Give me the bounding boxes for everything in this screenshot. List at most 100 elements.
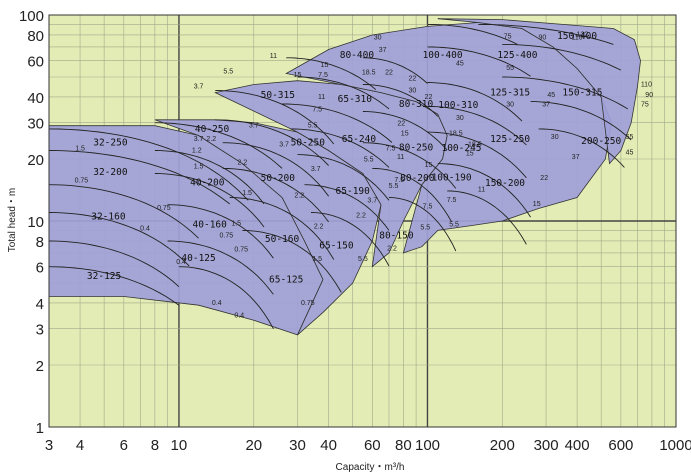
performance-curve: [167, 240, 274, 295]
motor-rating-label: 11: [318, 94, 325, 101]
performance-curve: [48, 150, 230, 205]
motor-rating-label: 3.7: [367, 198, 377, 205]
pump-model-label: 200-250: [581, 136, 621, 147]
x-tick-label: 80: [395, 437, 412, 454]
motor-rating-label: 11: [478, 187, 485, 194]
pump-model-label: 100-310: [438, 100, 478, 111]
y-tick-label: 4: [36, 296, 44, 313]
motor-rating-label: 110: [572, 35, 583, 42]
motor-rating-label: 15: [401, 131, 409, 138]
pump-model-label: 100-400: [423, 50, 463, 61]
performance-curve: [242, 229, 342, 293]
x-tick-label: 400: [565, 437, 590, 454]
motor-rating-label: 18.5: [449, 131, 463, 138]
pump-model-label: 40-250: [195, 124, 230, 135]
performance-curve: [215, 90, 335, 145]
region-50-65: [154, 119, 382, 336]
performance-curve: [48, 240, 180, 288]
motor-rating-label: 7.5: [447, 197, 457, 204]
pump-model-label: 32-160: [91, 212, 126, 223]
performance-curve: [48, 212, 190, 267]
pump-regions: [48, 18, 641, 336]
motor-rating-label: 75: [641, 101, 649, 108]
motor-rating-label: 7.5: [312, 107, 322, 114]
motor-rating-label: 2.2: [314, 224, 324, 231]
x-tick-label: 200: [490, 437, 515, 454]
motor-rating-label: 45: [626, 150, 634, 157]
motor-rating-label: 0.75: [234, 247, 248, 254]
y-tick-label: 20: [27, 152, 44, 169]
performance-curve: [154, 150, 265, 205]
pump-model-label: 50-315: [261, 90, 295, 101]
performance-curve: [447, 190, 527, 245]
motor-rating-label: 37: [379, 47, 387, 54]
performance-curve: [215, 119, 329, 166]
pump-model-label: 100-190: [432, 172, 472, 183]
y-tick-label: 30: [27, 116, 44, 133]
performance-curve: [282, 103, 393, 143]
motor-rating-label: 1.5: [194, 163, 204, 170]
motor-rating-label: 0.75: [75, 177, 89, 184]
pump-model-label: 40-125: [181, 253, 215, 264]
performance-curve: [167, 204, 274, 259]
motor-rating-label: 90: [645, 92, 653, 99]
motor-rating-label: 15: [321, 62, 329, 69]
performance-curve: [372, 167, 452, 223]
motor-rating-label: 132: [577, 32, 589, 39]
motor-rating-label: 1.5: [75, 146, 85, 153]
x-tick-label: 1000: [659, 437, 691, 454]
motor-rating-label: 2.2: [387, 245, 397, 252]
pump-model-label: 150-400: [557, 31, 597, 42]
motor-rating-label: 5.5: [223, 69, 233, 76]
pump-model-label: 40-200: [190, 177, 225, 188]
motor-rating-label: 45: [456, 60, 464, 67]
performance-curve: [154, 122, 283, 169]
pump-model-label: 50-200: [261, 173, 296, 184]
performance-curve: [222, 167, 329, 223]
motor-rating-label: 11: [270, 53, 277, 60]
motor-rating-label: 5.5: [389, 183, 399, 190]
pump-model-label: 125-315: [490, 88, 530, 99]
pump-model-label: 50-160: [265, 234, 300, 245]
pump-model-label: 65-125: [269, 275, 303, 286]
motor-rating-label: 1.5: [312, 256, 322, 263]
motor-rating-label: 1.5: [242, 190, 252, 197]
motor-rating-label: 1.5: [231, 221, 241, 228]
motor-rating-label: 0.75: [301, 300, 315, 307]
motor-rating-label: 5.5: [364, 156, 374, 163]
x-tick-label: 60: [364, 437, 381, 454]
performance-curve: [538, 128, 625, 168]
performance-curve: [304, 184, 390, 231]
motor-rating-label: 5.5: [420, 224, 430, 231]
motor-rating-label: 18.5: [362, 69, 376, 76]
performance-curve: [229, 197, 335, 260]
performance-curve: [310, 212, 390, 267]
motor-rating-label: 30: [374, 35, 382, 42]
motor-rating-label: 0.4: [234, 313, 244, 320]
y-tick-label: 6: [36, 260, 44, 277]
motor-rating-label: 3.7: [194, 136, 204, 143]
x-tick-label: 20: [245, 437, 262, 454]
motor-rating-label: 5.5: [449, 222, 459, 229]
motor-rating-label: 30: [506, 101, 514, 108]
pump-model-label: 65-240: [342, 134, 377, 145]
motor-rating-label: 3.7: [311, 166, 321, 173]
motor-rating-label: 3.7: [279, 142, 289, 149]
performance-curve: [502, 76, 629, 110]
motor-rating-label: 7.5: [386, 146, 396, 153]
y-tick-label: 40: [27, 90, 44, 107]
motor-rating-label: 7.5: [318, 72, 328, 79]
motor-rating-label: 30: [456, 115, 464, 122]
x-tick-label: 4: [76, 437, 84, 454]
motor-rating-label: 3.7: [194, 83, 204, 90]
x-tick-label: 8: [151, 437, 159, 454]
x-tick-label: 100: [415, 437, 440, 454]
motor-rating-label: 30: [409, 88, 417, 95]
pump-model-labels: 32-125 32-160 32-200 32-250 40-125 40-160 40-2…: [87, 31, 622, 285]
motor-rating-label: 0.75: [219, 233, 233, 240]
performance-curve: [427, 105, 527, 146]
performance-curve: [48, 128, 249, 201]
pump-model-label: 80-150: [379, 231, 414, 242]
performance-curve: [178, 266, 274, 329]
pump-model-label: 65-150: [319, 241, 354, 252]
